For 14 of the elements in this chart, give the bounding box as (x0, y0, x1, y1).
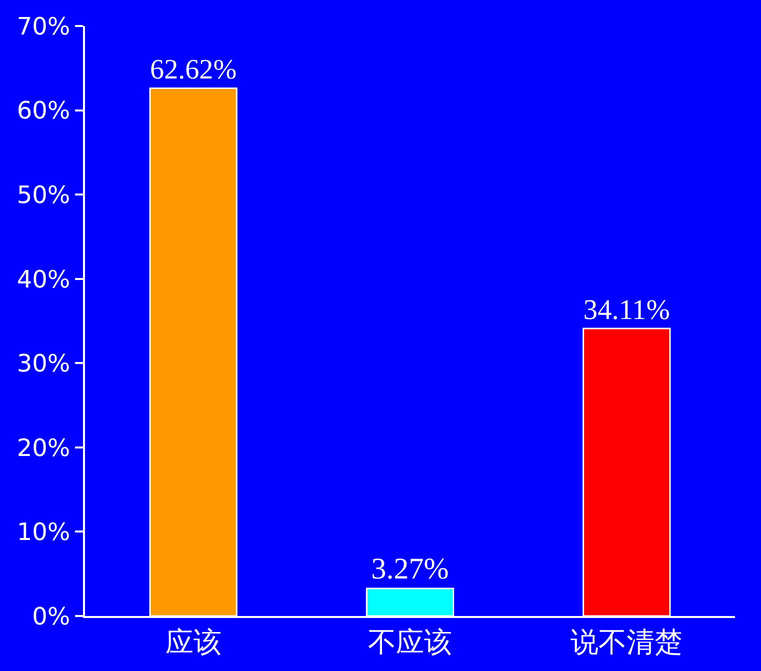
data-label: 3.27% (371, 552, 449, 586)
x-tick-label: 说不清楚 (570, 626, 683, 659)
y-tick-label: 30% (16, 350, 70, 378)
y-tick-label: 50% (16, 180, 70, 209)
x-tick-label: 不应该 (368, 626, 452, 659)
x-tick-label: 应该 (165, 626, 222, 659)
y-tick-label: 70% (16, 12, 70, 40)
data-label: 62.62% (150, 54, 237, 86)
y-tick-label: 40% (16, 265, 70, 294)
data-label: 34.11% (583, 294, 670, 326)
y-tick-label: 20% (16, 434, 70, 462)
y-tick-label: 0% (32, 602, 70, 630)
y-tick-label: 10% (16, 518, 70, 546)
y-tick-label: 60% (16, 96, 70, 125)
